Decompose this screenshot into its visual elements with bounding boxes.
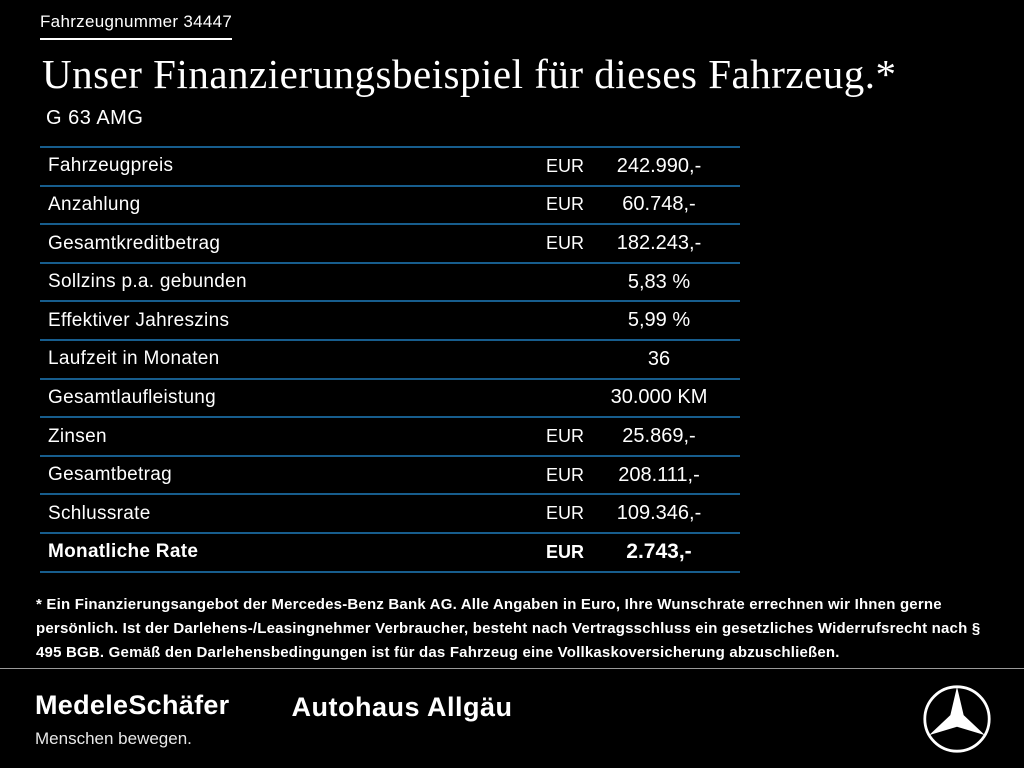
row-currency: EUR: [546, 233, 585, 254]
table-row: Sollzins p.a. gebunden 5,83 %: [40, 264, 740, 303]
dealer-tagline: Menschen bewegen.: [35, 729, 192, 748]
page-title: Unser Finanzierungsbeispiel für dieses F…: [42, 51, 897, 97]
row-label: Effektiver Jahreszins: [48, 309, 230, 331]
row-label: Laufzeit in Monaten: [48, 348, 220, 370]
table-row: Schlussrate EUR 109.346,-: [40, 495, 740, 535]
table-row: Fahrzeugpreis EUR 242.990,-: [40, 148, 740, 187]
row-label: Schlussrate: [48, 502, 151, 524]
row-currency: EUR: [546, 426, 585, 447]
row-label: Gesamtlaufleistung: [48, 386, 217, 408]
row-label: Gesamtkreditbetrag: [48, 232, 221, 254]
dealer-logo-autohaus-allgaeu: Autohaus Allgäu: [291, 692, 513, 722]
row-value: 36: [647, 347, 671, 370]
table-row: Anzahlung EUR 60.748,-: [40, 187, 740, 226]
row-label: Gesamtbetrag: [48, 464, 172, 486]
row-value: 60.748,-: [622, 193, 696, 216]
row-value: 5,83 %: [627, 270, 691, 293]
mercedes-star-icon: [923, 685, 991, 753]
row-label: Monatliche Rate: [48, 541, 199, 563]
table-row: Effektiver Jahreszins 5,99 %: [40, 302, 740, 342]
row-currency: EUR: [546, 155, 585, 176]
footer-divider: [0, 668, 1024, 669]
row-value: 182.243,-: [616, 232, 702, 255]
row-currency: EUR: [546, 464, 585, 485]
finance-table: Fahrzeugpreis EUR 242.990,- Anzahlung EUR 60.…: [40, 146, 740, 573]
table-row: Gesamtlaufleistung 30.000 KM: [40, 380, 740, 419]
table-row: Zinsen EUR 25.869,-: [40, 418, 740, 457]
row-value: 109.346,-: [616, 502, 702, 525]
row-currency: EUR: [546, 503, 585, 524]
dealer-logo-medele-schaefer: MedeleSchäfer Menschen bewegen.: [35, 690, 229, 749]
vehicle-number: Fahrzeugnummer 34447: [40, 12, 233, 40]
row-value: 30.000 KM: [610, 386, 708, 409]
footer: MedeleSchäfer Menschen bewegen. Autohaus…: [35, 690, 994, 749]
row-label: Sollzins p.a. gebunden: [48, 271, 247, 293]
row-currency: EUR: [546, 541, 585, 562]
row-value: 242.990,-: [616, 154, 702, 177]
row-currency: EUR: [546, 194, 585, 215]
row-value: 2.743,-: [626, 540, 692, 564]
vehicle-model: G 63 AMG: [46, 107, 144, 130]
footnote-text: * Ein Finanzierungsangebot der Mercedes-…: [36, 595, 981, 661]
table-row: Laufzeit in Monaten 36: [40, 341, 740, 380]
row-value: 208.111,-: [618, 463, 700, 486]
table-row: Monatliche Rate EUR 2.743,-: [40, 534, 740, 573]
row-label: Anzahlung: [48, 193, 141, 215]
table-row: Gesamtbetrag EUR 208.111,-: [40, 457, 740, 496]
table-row: Gesamtkreditbetrag EUR 182.243,-: [40, 225, 740, 264]
dealer-name-medele-schaefer: MedeleSchäfer: [35, 690, 230, 720]
row-value: 5,99 %: [627, 309, 691, 332]
row-value: 25.869,-: [622, 425, 696, 448]
row-label: Zinsen: [48, 425, 107, 447]
row-label: Fahrzeugpreis: [48, 155, 174, 177]
